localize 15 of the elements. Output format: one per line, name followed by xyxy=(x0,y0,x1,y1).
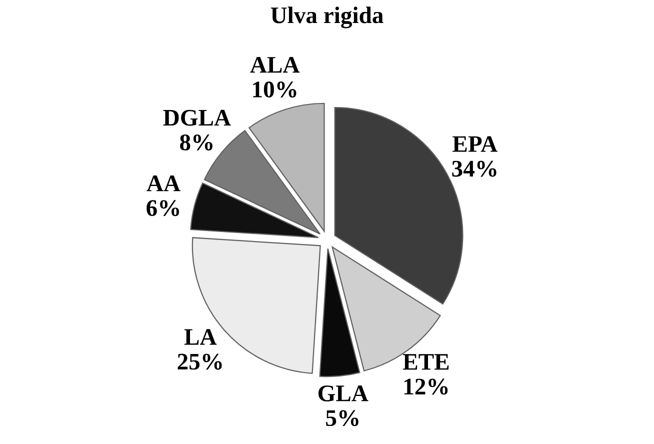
data-label: 8% xyxy=(180,134,212,150)
slice-label: ETE xyxy=(402,354,449,370)
data-label: 10% xyxy=(253,82,296,98)
slice-label: LA xyxy=(184,329,217,345)
chart-title: Ulva rigida xyxy=(270,6,384,28)
data-label: 25% xyxy=(178,354,222,370)
data-label: 34% xyxy=(452,160,496,177)
slice-label: DGLA xyxy=(163,110,231,126)
data-label: 5% xyxy=(326,410,358,426)
data-label: 12% xyxy=(404,378,448,395)
slice-label: AA xyxy=(146,176,180,192)
slice-label: ALA xyxy=(250,56,300,73)
slice-label: EPA xyxy=(452,136,498,152)
data-label: 6% xyxy=(146,200,180,216)
slice-label: GLA xyxy=(318,386,368,402)
